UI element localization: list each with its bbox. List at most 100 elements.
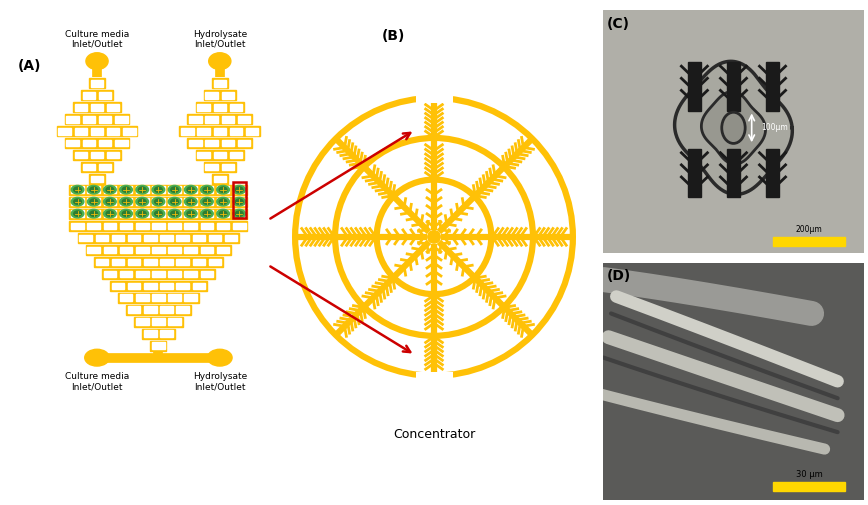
Text: Hydrolysate: Hydrolysate bbox=[193, 30, 247, 39]
Bar bbox=[82, 92, 95, 98]
Ellipse shape bbox=[187, 187, 194, 192]
Bar bbox=[225, 235, 238, 241]
Bar bbox=[65, 138, 129, 148]
Bar bbox=[136, 246, 148, 253]
Bar bbox=[168, 186, 181, 193]
Bar bbox=[77, 233, 240, 243]
Text: 30 μm: 30 μm bbox=[796, 470, 822, 479]
Bar bbox=[185, 223, 197, 229]
Bar bbox=[185, 294, 197, 301]
Ellipse shape bbox=[74, 211, 82, 216]
Ellipse shape bbox=[217, 210, 229, 218]
Ellipse shape bbox=[203, 187, 211, 192]
Bar bbox=[120, 246, 132, 253]
Ellipse shape bbox=[71, 210, 84, 218]
Bar bbox=[69, 209, 247, 219]
Bar bbox=[126, 305, 191, 315]
Bar bbox=[180, 126, 260, 136]
Bar bbox=[91, 104, 103, 111]
Ellipse shape bbox=[171, 199, 178, 205]
Ellipse shape bbox=[152, 185, 165, 194]
Ellipse shape bbox=[122, 199, 130, 205]
Ellipse shape bbox=[184, 210, 197, 218]
Bar bbox=[75, 152, 87, 159]
Bar bbox=[727, 148, 740, 197]
Bar bbox=[152, 211, 165, 217]
Bar bbox=[94, 257, 223, 267]
Bar bbox=[233, 182, 246, 218]
Bar bbox=[773, 237, 845, 245]
Bar bbox=[176, 282, 189, 289]
Bar bbox=[69, 221, 247, 231]
Bar bbox=[161, 330, 173, 337]
Ellipse shape bbox=[106, 199, 114, 205]
Bar bbox=[230, 128, 242, 134]
Bar bbox=[91, 152, 103, 159]
Bar bbox=[58, 128, 71, 134]
Bar bbox=[168, 211, 181, 217]
Bar bbox=[71, 211, 84, 217]
Bar bbox=[136, 186, 148, 193]
Bar bbox=[123, 128, 135, 134]
Bar bbox=[67, 116, 79, 123]
Ellipse shape bbox=[88, 210, 100, 218]
Text: 100μm: 100μm bbox=[760, 123, 787, 132]
Bar bbox=[233, 211, 246, 217]
Ellipse shape bbox=[88, 197, 100, 206]
Ellipse shape bbox=[207, 349, 232, 366]
Bar bbox=[206, 164, 218, 171]
Ellipse shape bbox=[184, 197, 197, 206]
Circle shape bbox=[428, 231, 440, 243]
Ellipse shape bbox=[187, 211, 194, 216]
Bar bbox=[206, 92, 218, 98]
Bar bbox=[120, 211, 132, 217]
Ellipse shape bbox=[106, 187, 114, 192]
Bar bbox=[152, 186, 165, 193]
Bar bbox=[82, 164, 95, 171]
Bar bbox=[144, 259, 156, 265]
Bar bbox=[144, 235, 156, 241]
Ellipse shape bbox=[235, 211, 243, 216]
Bar bbox=[161, 282, 173, 289]
Bar bbox=[168, 271, 181, 277]
Bar bbox=[206, 140, 218, 146]
Bar bbox=[136, 319, 148, 325]
Bar bbox=[89, 78, 105, 88]
Bar bbox=[185, 246, 197, 253]
Bar bbox=[208, 235, 221, 241]
Bar bbox=[128, 259, 141, 265]
Bar bbox=[189, 140, 202, 146]
Bar bbox=[135, 317, 182, 327]
Bar bbox=[208, 259, 221, 265]
Ellipse shape bbox=[155, 211, 162, 216]
Bar bbox=[217, 223, 229, 229]
Ellipse shape bbox=[155, 187, 162, 192]
Ellipse shape bbox=[233, 210, 246, 218]
Bar bbox=[187, 114, 252, 124]
Bar bbox=[107, 128, 120, 134]
Bar bbox=[88, 223, 100, 229]
Bar bbox=[136, 223, 148, 229]
Bar bbox=[67, 140, 79, 146]
Bar bbox=[88, 186, 100, 193]
Ellipse shape bbox=[74, 187, 82, 192]
Bar bbox=[152, 319, 165, 325]
Bar bbox=[65, 114, 129, 124]
Ellipse shape bbox=[103, 210, 116, 218]
Bar bbox=[152, 223, 165, 229]
Bar bbox=[99, 92, 111, 98]
Polygon shape bbox=[674, 61, 792, 194]
Bar bbox=[185, 198, 197, 205]
Bar bbox=[118, 293, 199, 303]
Bar bbox=[91, 176, 103, 182]
Bar bbox=[214, 176, 226, 182]
Ellipse shape bbox=[122, 187, 130, 192]
Ellipse shape bbox=[139, 187, 146, 192]
Bar bbox=[206, 116, 218, 123]
Bar bbox=[246, 128, 259, 134]
Bar bbox=[99, 140, 111, 146]
Bar bbox=[168, 319, 181, 325]
Bar bbox=[168, 198, 181, 205]
Bar bbox=[150, 340, 167, 351]
Bar bbox=[214, 80, 226, 86]
